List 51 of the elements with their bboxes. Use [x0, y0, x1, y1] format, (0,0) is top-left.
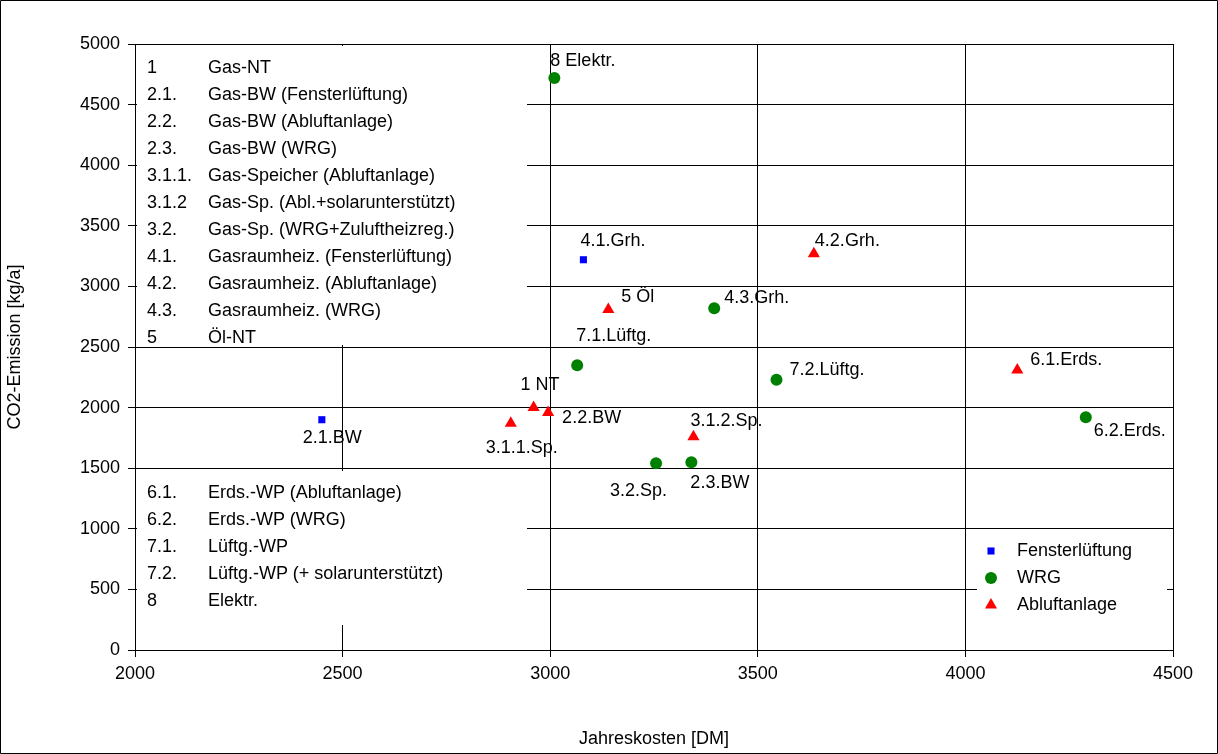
point [548, 71, 561, 84]
x-tick-label: 2500 [322, 662, 363, 683]
x-axis-title: Jahreskosten [DM] [578, 728, 730, 749]
point [318, 416, 326, 424]
y-tick-label: 500 [89, 578, 120, 599]
annotation: 5 Öl [621, 286, 655, 307]
point [1011, 363, 1024, 374]
point [770, 373, 783, 386]
note-box: 1 Gas-NT 2.1. Gas-BW (Fensterlüftung) 2.2. Gas-BW (Abluftanlage) 2.3. Gas-BW (WRG) 3.1.1. Gas-Speicher (Abluftanlage) 3.1.2 Gas-Sp. (Abl.+solarunterstützt) 3.2. Gas-Sp. (WRG+Zuluftheizreg.) 4.1. Gasraumheiz. (Fensterlüftung) 4.2. Gasraumheiz. (Abluftanlage) 4.3. Gasraumheiz. (WRG) 5 Öl-NT [137, 46, 527, 345]
point [687, 429, 700, 441]
y-tick-label: 4000 [79, 154, 120, 175]
y-tick-label: 3000 [79, 275, 120, 296]
point [708, 302, 721, 315]
x-tick-label: 3500 [737, 662, 778, 683]
point [685, 456, 698, 469]
annotation: 2.2.BW [562, 407, 622, 428]
annotation: 7.2.Lüftg. [789, 358, 865, 379]
point [571, 359, 584, 372]
y-tick-label: 1500 [79, 457, 120, 478]
point [1079, 411, 1092, 424]
annotation: 8 Elektr. [550, 49, 616, 70]
legend-label: Fensterlüftung [1017, 539, 1133, 560]
point [527, 400, 540, 412]
y-tick-label: 1000 [79, 517, 120, 538]
annotation: 4.2.Grh. [814, 229, 880, 250]
y-tick-label: 5000 [79, 32, 120, 53]
x-tick-label: 2000 [114, 662, 156, 683]
y-tick-label: 3500 [79, 214, 120, 235]
y-tick-label: 4500 [79, 93, 120, 114]
y-axis-title: CO2-Emission [kg/a] [3, 264, 24, 430]
y-tick-label: 2500 [79, 335, 120, 356]
point [650, 457, 663, 470]
x-tick-label: 4000 [945, 662, 986, 683]
x-tick-label: 3000 [530, 662, 571, 683]
annotation: 4.1.Grh. [580, 229, 646, 250]
annotation: 3.2.Sp. [610, 480, 668, 501]
annotation: 6.2.Erds. [1093, 420, 1166, 441]
point [579, 256, 587, 264]
legend-label: WRG [1017, 566, 1061, 587]
annotation: 2.3.BW [690, 472, 750, 493]
point [542, 405, 555, 416]
annotation: 7.1.Lüftg. [576, 325, 652, 346]
legend-label: Abluftanlage [1017, 593, 1118, 614]
point [504, 416, 517, 427]
x-tick-label: 4500 [1152, 662, 1194, 683]
y-tick-label: 2000 [79, 396, 120, 417]
annotation: 6.1.Erds. [1030, 349, 1103, 369]
point [807, 246, 820, 258]
note-box: 6.1. Erds.-WP (Abluftanlage) 6.2. Erds.-WP (WRG) 7.1. Lüftg.-WP 7.2. Lüftg.-WP (+ solarunterstützt) 8 Elektr. [137, 471, 527, 625]
y-tick-label: 0 [109, 638, 120, 659]
point [602, 302, 615, 313]
